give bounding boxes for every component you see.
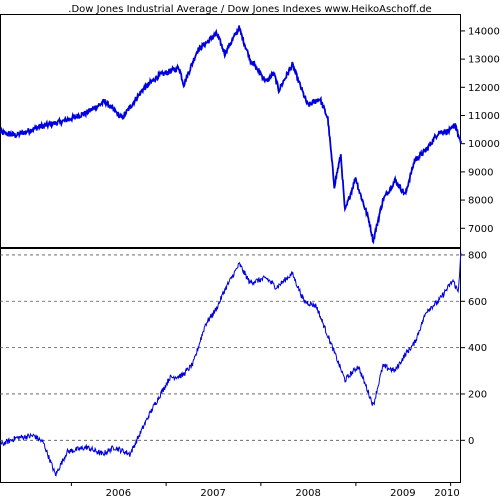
upper-y-tick-label: 10000 — [468, 139, 500, 150]
x-tick-label: 2009 — [390, 488, 415, 499]
upper-y-tick-label: 11000 — [468, 111, 500, 122]
x-tick-label: 2008 — [295, 488, 320, 499]
lower-series-line — [0, 252, 462, 477]
upper-y-tick-label: 9000 — [468, 167, 493, 178]
lower-y-tick-label: 0 — [468, 436, 474, 447]
upper-series-line — [0, 25, 462, 245]
upper-y-tick-label: 12000 — [468, 83, 500, 94]
x-tick-label: 2006 — [106, 488, 131, 499]
upper-y-tick-label: 7000 — [468, 224, 493, 235]
lower-y-tick-label: 800 — [468, 250, 487, 261]
lower-y-tick-label: 600 — [468, 297, 487, 308]
upper-y-tick-label: 13000 — [468, 55, 500, 66]
lower-y-tick-label: 400 — [468, 343, 487, 354]
x-tick-label: 2007 — [200, 488, 225, 499]
x-axis: 2006 2007 2008 2009 2010 — [0, 247, 461, 499]
lower-y-tick-label: 200 — [468, 389, 487, 400]
chart-title: .Dow Jones Industrial Average / Dow Jone… — [68, 4, 431, 15]
upper-y-tick-label: 14000 — [468, 26, 500, 37]
x-tick-label: 2010 — [434, 488, 459, 499]
upper-y-tick-label: 8000 — [468, 196, 493, 207]
